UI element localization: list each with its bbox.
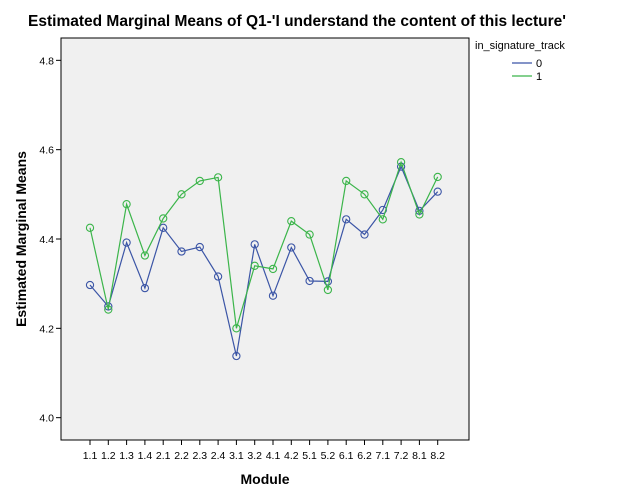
data-point <box>85 280 95 290</box>
legend-label: 0 <box>536 58 542 70</box>
series-1 <box>85 158 442 333</box>
data-point <box>323 277 333 286</box>
data-point <box>213 272 223 281</box>
data-point <box>104 305 113 314</box>
x-tick-label: 4.1 <box>266 450 281 462</box>
y-tick-label: 4.2 <box>39 323 54 335</box>
x-tick-label: 2.4 <box>211 450 226 462</box>
x-tick-label: 3.2 <box>247 450 262 462</box>
data-point <box>85 223 95 232</box>
data-point <box>396 158 406 167</box>
data-point <box>305 230 314 239</box>
y-tick-label: 4.8 <box>39 55 54 67</box>
y-tick-label: 4.0 <box>39 413 54 425</box>
data-point <box>287 243 296 252</box>
data-point <box>122 200 131 209</box>
data-point <box>177 247 186 256</box>
y-axis: 4.0 4.2 4.4 4.6 4.8 <box>39 55 61 425</box>
y-tick-label: 4.4 <box>39 234 54 246</box>
x-tick-label: 1.4 <box>138 450 153 462</box>
x-tick-label: 6.1 <box>339 450 354 462</box>
legend-title: in_signature_track <box>475 40 565 52</box>
chart-title: Estimated Marginal Means of Q1-'I unders… <box>28 13 566 30</box>
data-point <box>433 172 442 182</box>
data-point <box>195 176 204 186</box>
series-line <box>89 160 439 329</box>
data-point <box>268 291 278 300</box>
data-point <box>159 223 168 232</box>
data-point <box>250 240 259 249</box>
legend: in_signature_track 01 <box>475 40 565 83</box>
data-point <box>104 302 113 311</box>
data-point <box>323 285 333 295</box>
x-tick-label: 8.2 <box>430 450 445 462</box>
x-axis: 1.1 1.2 1.3 1.4 2.1 2.2 2.3 2.4 3.1 3.2 4.1 4.2 5.1 5… <box>83 440 445 462</box>
data-point <box>213 173 223 182</box>
x-tick-label: 1.3 <box>119 450 134 462</box>
x-tick-label: 2.3 <box>192 450 207 462</box>
series-0 <box>85 162 442 361</box>
data-point <box>360 190 369 199</box>
legend-label: 1 <box>536 71 542 83</box>
x-axis-title: Module <box>241 471 290 487</box>
data-point <box>232 351 241 361</box>
x-tick-label: 2.2 <box>174 450 189 462</box>
x-tick-label: 1.1 <box>83 450 98 462</box>
data-point <box>415 210 424 219</box>
data-point <box>305 276 314 286</box>
data-point <box>360 230 369 239</box>
x-tick-label: 7.1 <box>375 450 390 462</box>
plot-area <box>60 37 470 441</box>
x-tick-label: 7.2 <box>394 450 409 462</box>
data-point <box>433 187 442 196</box>
data-point <box>177 190 186 199</box>
data-point <box>342 176 351 186</box>
data-point <box>140 251 150 260</box>
data-point <box>122 238 131 247</box>
data-point <box>342 215 351 224</box>
x-tick-label: 3.1 <box>229 450 244 462</box>
series-layer <box>85 158 442 361</box>
data-point <box>250 261 259 270</box>
x-tick-label: 5.2 <box>321 450 336 462</box>
data-point <box>378 215 387 224</box>
data-point <box>232 324 241 333</box>
x-tick-label: 1.2 <box>101 450 116 462</box>
x-tick-label: 8.1 <box>412 450 427 462</box>
x-tick-label: 6.2 <box>357 450 372 462</box>
data-point <box>140 283 150 293</box>
y-tick-label: 4.6 <box>39 145 54 157</box>
data-point <box>268 264 278 274</box>
x-tick-label: 5.1 <box>302 450 317 462</box>
data-point <box>287 216 296 226</box>
x-tick-label: 4.2 <box>284 450 299 462</box>
series-line <box>89 165 439 357</box>
data-point <box>159 214 168 223</box>
x-tick-label: 2.1 <box>156 450 171 462</box>
data-point <box>195 242 204 252</box>
y-axis-title: Estimated Marginal Means <box>13 151 29 327</box>
